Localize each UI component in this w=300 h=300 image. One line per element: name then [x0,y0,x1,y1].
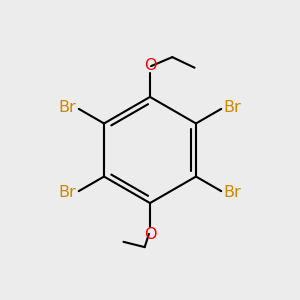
Text: Br: Br [224,100,241,115]
Text: Br: Br [59,185,76,200]
Text: Br: Br [224,185,241,200]
Text: O: O [144,227,156,242]
Text: O: O [144,58,156,73]
Text: Br: Br [59,100,76,115]
